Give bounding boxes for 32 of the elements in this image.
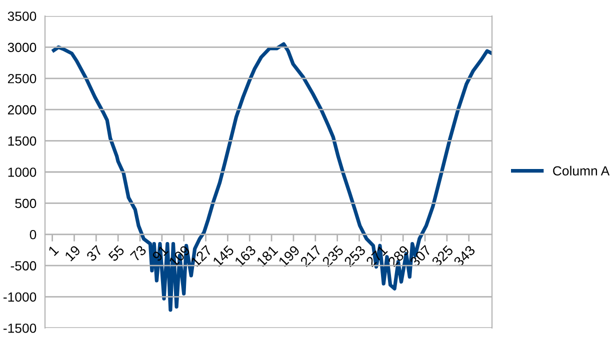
x-tick-label: 307 [409,244,432,268]
y-tick-label: 3000 [8,42,36,52]
x-tick-label: 37 [86,244,103,262]
x-tick-label: 253 [344,244,366,268]
y-tick-label: -1500 [4,324,36,333]
x-tick-label: 91 [152,244,169,262]
x-tick-label: 289 [387,244,410,268]
y-tick-label: 1000 [8,168,36,177]
x-tick-label: 109 [168,244,191,267]
x-tick-label: 235 [322,244,344,268]
y-tick-label: 2000 [8,105,36,115]
legend-label: Column A [553,166,610,176]
x-tick-label: 163 [234,244,256,267]
y-tick-label: 3500 [8,12,36,21]
y-tick-label: -500 [10,261,36,271]
y-tick-label: 0 [30,230,36,240]
y-tick-label: 1500 [8,136,36,146]
x-tick-label: 73 [130,244,147,262]
x-tick-label: 145 [212,244,234,267]
y-tick-label: -1000 [4,292,36,302]
y-tick-label: 2500 [8,74,36,84]
x-tick-label: 55 [108,244,125,262]
x-tick-label: 325 [431,244,454,268]
x-tick-label: 19 [64,244,81,262]
x-tick-label: 343 [453,244,476,268]
x-tick-label: 199 [278,244,300,267]
x-tick-label: 181 [256,244,278,267]
y-tick-label: 500 [15,198,36,208]
x-tick-label: 127 [190,244,212,267]
x-tick-label: 1 [48,244,59,256]
x-tick-label: 217 [300,244,322,268]
x-tick-label: 271 [366,244,388,268]
